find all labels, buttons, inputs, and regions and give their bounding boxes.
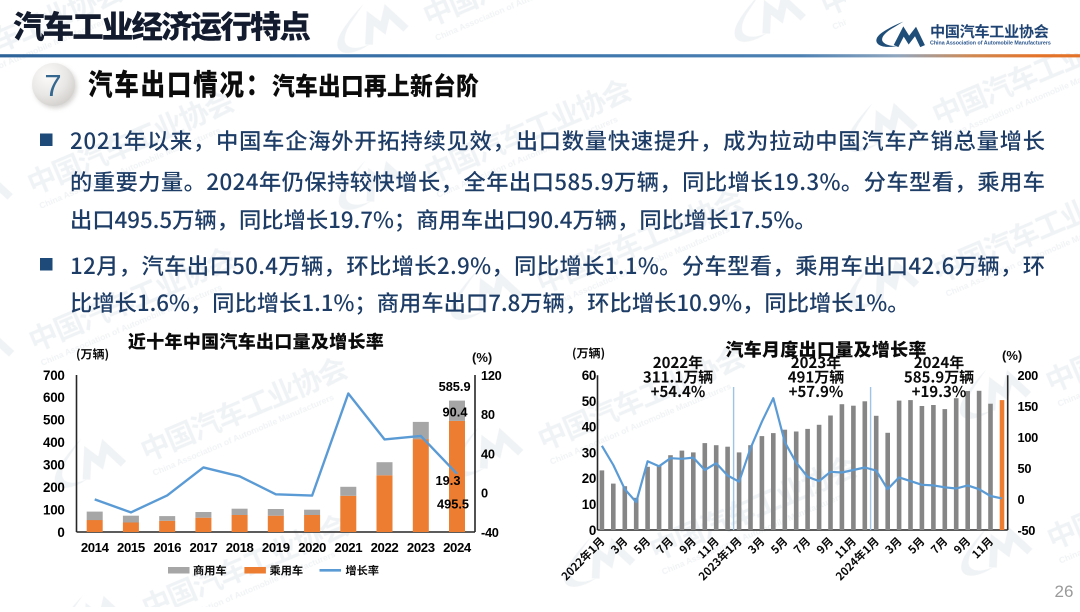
svg-text:150: 150 (1018, 399, 1039, 414)
svg-text:100: 100 (1018, 430, 1039, 445)
svg-text:(%): (%) (472, 350, 492, 365)
svg-text:0: 0 (589, 523, 596, 538)
svg-text:400: 400 (43, 435, 64, 450)
svg-text:700: 700 (43, 368, 64, 383)
svg-text:26: 26 (1055, 582, 1074, 601)
svg-text:50: 50 (1018, 461, 1032, 476)
svg-text:120: 120 (481, 368, 502, 383)
svg-text:300: 300 (43, 458, 64, 473)
svg-text:30: 30 (582, 445, 596, 460)
svg-text:-50: -50 (1018, 523, 1036, 538)
svg-text:495.5: 495.5 (437, 497, 469, 512)
svg-text:90.4: 90.4 (443, 405, 469, 420)
svg-text:200: 200 (43, 480, 64, 495)
svg-text:7: 7 (44, 68, 61, 103)
svg-text:60: 60 (582, 368, 596, 383)
svg-text:0: 0 (57, 525, 64, 540)
svg-text:China Association of Automobil: China Association of Automobile Manufact… (930, 41, 1051, 47)
svg-text:20: 20 (582, 471, 596, 486)
svg-text:2022: 2022 (371, 540, 399, 555)
svg-text:2014: 2014 (81, 540, 110, 555)
svg-text:2020: 2020 (298, 540, 326, 555)
svg-text:600: 600 (43, 390, 64, 405)
svg-text:(%): (%) (1002, 348, 1022, 363)
svg-text:500: 500 (43, 413, 64, 428)
svg-text:100: 100 (43, 502, 64, 517)
svg-text:0: 0 (1018, 492, 1025, 507)
svg-text:2015: 2015 (117, 540, 145, 555)
svg-text:19.3: 19.3 (436, 473, 461, 488)
svg-text:2024: 2024 (443, 540, 472, 555)
svg-text:2023: 2023 (407, 540, 435, 555)
svg-text:50: 50 (582, 394, 596, 409)
svg-text:2018: 2018 (226, 540, 254, 555)
svg-text:-40: -40 (481, 525, 499, 540)
svg-text:2021: 2021 (334, 540, 362, 555)
svg-text:2017: 2017 (190, 540, 218, 555)
svg-text:80: 80 (481, 407, 495, 422)
svg-text:40: 40 (582, 420, 596, 435)
svg-text:200: 200 (1018, 368, 1039, 383)
svg-text:585.9: 585.9 (439, 379, 471, 394)
svg-text:0: 0 (481, 486, 488, 501)
svg-text:2016: 2016 (153, 540, 181, 555)
svg-text:40: 40 (481, 446, 495, 461)
svg-text:2019: 2019 (262, 540, 290, 555)
svg-text:10: 10 (582, 497, 596, 512)
